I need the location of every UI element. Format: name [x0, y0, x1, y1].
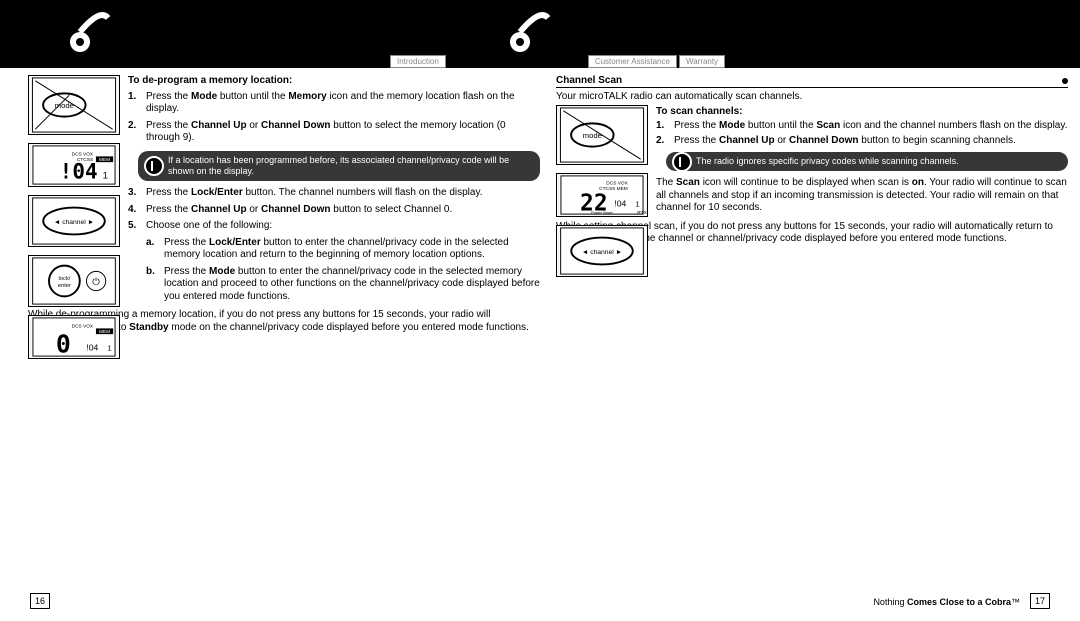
- svg-text:Power Saver: Power Saver: [591, 211, 613, 215]
- svg-text:!04: !04: [614, 198, 626, 208]
- svg-text:mode: mode: [583, 131, 602, 140]
- svg-text:!04: !04: [60, 159, 98, 183]
- header-icon-left: [60, 6, 114, 63]
- right-note-box: The radio ignores specific privacy codes…: [666, 152, 1068, 171]
- svg-text:lock/: lock/: [58, 276, 70, 282]
- figure-channel-button: ◄ channel ►: [28, 195, 120, 247]
- slogan: Nothing Comes Close to a Cobra™: [873, 597, 1020, 607]
- scan-intro: Your microTALK radio can automatically s…: [556, 91, 1068, 102]
- left-figures: mode DCS VOXCTCSSMEM!041 ◄ channel ► loc…: [28, 75, 120, 367]
- left-step-2: 2. Press the Channel Up or Channel Down …: [128, 120, 540, 145]
- svg-text:DCS VOX: DCS VOX: [606, 181, 628, 187]
- svg-text:⏻: ⏻: [92, 277, 100, 288]
- page-number-left: 16: [30, 593, 50, 609]
- left-note-box: If a location has been programmed before…: [138, 151, 540, 182]
- left-step-4: 4. Press the Channel Up or Channel Down …: [128, 204, 540, 217]
- right-page: Channel Scan Your microTALK radio can au…: [556, 75, 1068, 334]
- figure-mode-button: mode: [28, 75, 120, 135]
- right-step-2: 2. Press the Channel Up or Channel Down …: [656, 135, 1068, 146]
- left-step-5b: b. Press the Mode button to enter the ch…: [146, 266, 540, 304]
- svg-text:◄ channel ►: ◄ channel ►: [582, 249, 623, 256]
- svg-text:1: 1: [103, 170, 108, 181]
- scan-continue-text: The Scan icon will continue to be displa…: [656, 177, 1068, 215]
- right-step-1: 1. Press the Mode button until the Scan …: [656, 120, 1068, 131]
- svg-text:DCS VOX: DCS VOX: [72, 151, 94, 157]
- tab-introduction: Introduction: [390, 55, 446, 68]
- svg-text:!04: !04: [86, 342, 98, 352]
- figure-lcd-memory: DCS VOXCTCSSMEM!041: [28, 143, 120, 187]
- left-step-5: 5. Choose one of the following:: [128, 220, 540, 233]
- header-dot: [1062, 78, 1068, 84]
- tab-warranty: Warranty: [679, 55, 725, 68]
- svg-text:1: 1: [635, 199, 639, 208]
- figure-lcd-zero: DCS VOX MEM 0 !04 1: [28, 315, 120, 359]
- right-figures: mode DCS VOXCTCSS MEM22!041Power SaverRT…: [556, 105, 648, 285]
- svg-text:mode: mode: [55, 101, 74, 110]
- svg-text:RTX: RTX: [637, 210, 647, 216]
- svg-text:enter: enter: [58, 283, 71, 289]
- left-step-3: 3. Press the Lock/Enter button. The chan…: [128, 187, 540, 200]
- left-step-1: 1. Press the Mode button until the Memor…: [128, 91, 540, 116]
- svg-text:◄ channel ►: ◄ channel ►: [54, 219, 95, 226]
- figure-lock-enter-button: lock/enter ⏻: [28, 255, 120, 307]
- left-step-5a: a. Press the Lock/Enter button to enter …: [146, 237, 540, 262]
- left-page: mode DCS VOXCTCSSMEM!041 ◄ channel ► loc…: [28, 75, 540, 334]
- figure-lcd-scan: DCS VOXCTCSS MEM22!041Power SaverRTX: [556, 173, 648, 217]
- tab-customer-assistance: Customer Assistance: [588, 55, 677, 68]
- svg-text:MEM: MEM: [99, 157, 110, 163]
- tab-row: Introduction Customer Assistance Warrant…: [390, 55, 727, 68]
- svg-text:DCS VOX: DCS VOX: [72, 323, 94, 329]
- scan-title: To scan channels:: [656, 106, 1068, 117]
- svg-text:MEM: MEM: [99, 329, 110, 335]
- channel-scan-header: Channel Scan: [556, 75, 1068, 88]
- svg-text:1: 1: [107, 343, 111, 352]
- page-number-right: 17: [1030, 593, 1050, 609]
- deprogram-title: To de-program a memory location:: [128, 75, 540, 88]
- figure-channel-button-r: ◄ channel ►: [556, 225, 648, 277]
- svg-text:0: 0: [56, 329, 71, 358]
- figure-mode-button-r: mode: [556, 105, 648, 165]
